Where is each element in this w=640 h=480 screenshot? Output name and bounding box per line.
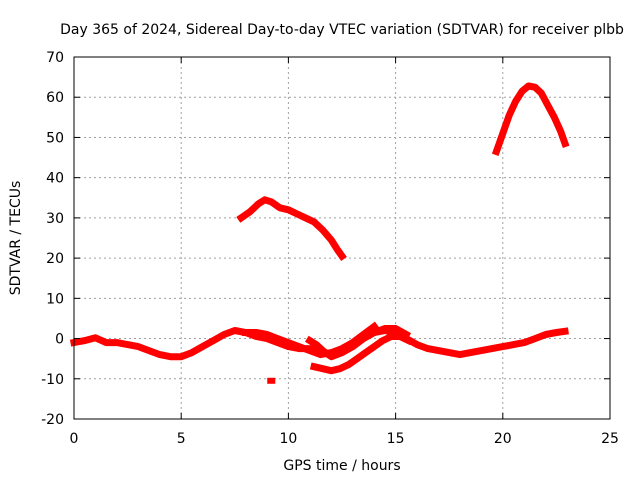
x-tick-label: 0 [70,431,79,447]
y-tick-label: 70 [46,50,64,66]
chart-title: Day 365 of 2024, Sidereal Day-to-day VTE… [60,22,624,38]
y-tick-label: 0 [55,332,64,348]
y-tick-label: 60 [46,90,64,106]
y-axis-label: SDTVAR / TECUs [8,181,24,296]
y-tick-label: -20 [41,412,64,428]
y-tick-label: 50 [46,130,64,146]
x-tick-label: 10 [279,431,297,447]
series-track-c [304,325,412,361]
series-track-d [309,333,414,375]
data-point-track-e [267,377,276,384]
x-tick-label: 15 [387,431,405,447]
y-tick-label: 40 [46,171,64,187]
x-tick-label: 25 [601,431,619,447]
axis-ticks: 0 5 10 15 20 25 -20 -10 0 10 20 30 40 50 60 70 [41,50,619,447]
y-tick-label: -10 [41,372,64,388]
plot-frame [73,56,611,420]
series-track-f [236,196,347,261]
series-track-g [491,82,570,156]
y-tick-label: 20 [46,251,64,267]
y-tick-label: 10 [46,291,64,307]
x-axis-label: GPS time / hours [283,458,400,474]
data-series [69,82,570,384]
y-tick-label: 30 [46,211,64,227]
x-tick-label: 20 [494,431,512,447]
x-tick-label: 5 [177,431,186,447]
